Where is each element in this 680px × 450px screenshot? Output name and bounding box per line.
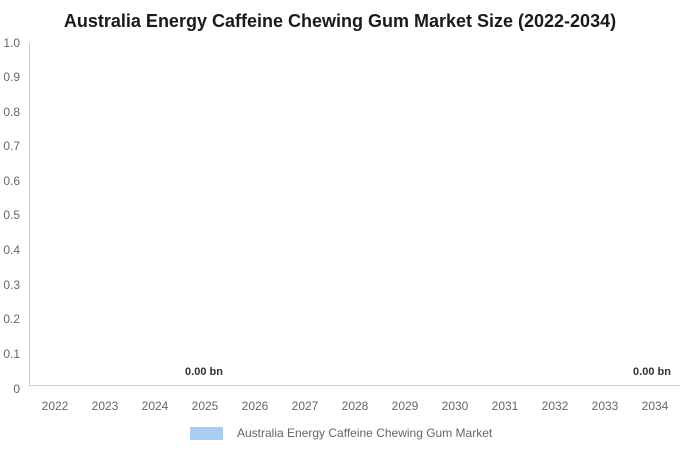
y-axis-line	[29, 43, 30, 385]
y-axis-tick-label: 0.4	[3, 243, 20, 257]
x-axis-tick-label: 2034	[641, 399, 669, 413]
y-axis-tick-label: 1.0	[3, 36, 20, 50]
x-axis-tick-label: 2023	[91, 399, 119, 413]
y-axis-tick-label: 0.2	[3, 312, 20, 326]
data-value-label-2025: 0.00 bn	[185, 366, 223, 378]
x-axis-tick-label: 2032	[541, 399, 569, 413]
y-axis-tick-label: 0.7	[3, 139, 20, 153]
y-axis-tick-label: 0.9	[3, 70, 20, 84]
x-axis-tick-label: 2025	[191, 399, 219, 413]
x-axis-tick-label: 2030	[441, 399, 469, 413]
x-axis-tick-label: 2029	[391, 399, 419, 413]
x-axis-tick-label: 2031	[491, 399, 519, 413]
x-axis-tick-label: 2022	[41, 399, 69, 413]
y-axis-tick-label: 0.5	[3, 208, 20, 222]
chart-title: Australia Energy Caffeine Chewing Gum Ma…	[63, 11, 617, 31]
legend-series-swatch	[190, 427, 223, 440]
x-axis-tick-label: 2027	[291, 399, 319, 413]
y-axis-tick-label: 0.3	[3, 278, 20, 292]
legend-series-label: Australia Energy Caffeine Chewing Gum Ma…	[237, 426, 493, 440]
y-axis-tick-label: 0	[13, 382, 20, 396]
y-axis-tick-label: 0.8	[3, 105, 20, 119]
plot-area	[30, 43, 680, 385]
x-axis-tick-label: 2024	[141, 399, 169, 413]
x-axis-tick-label: 2028	[341, 399, 369, 413]
x-axis-tick-label: 2026	[241, 399, 269, 413]
x-axis-line	[29, 385, 680, 386]
x-axis-tick-label: 2033	[591, 399, 619, 413]
y-axis-tick-label: 0.1	[3, 347, 20, 361]
data-value-label-2034: 0.00 bn	[633, 366, 671, 378]
y-axis-tick-label: 0.6	[3, 174, 20, 188]
